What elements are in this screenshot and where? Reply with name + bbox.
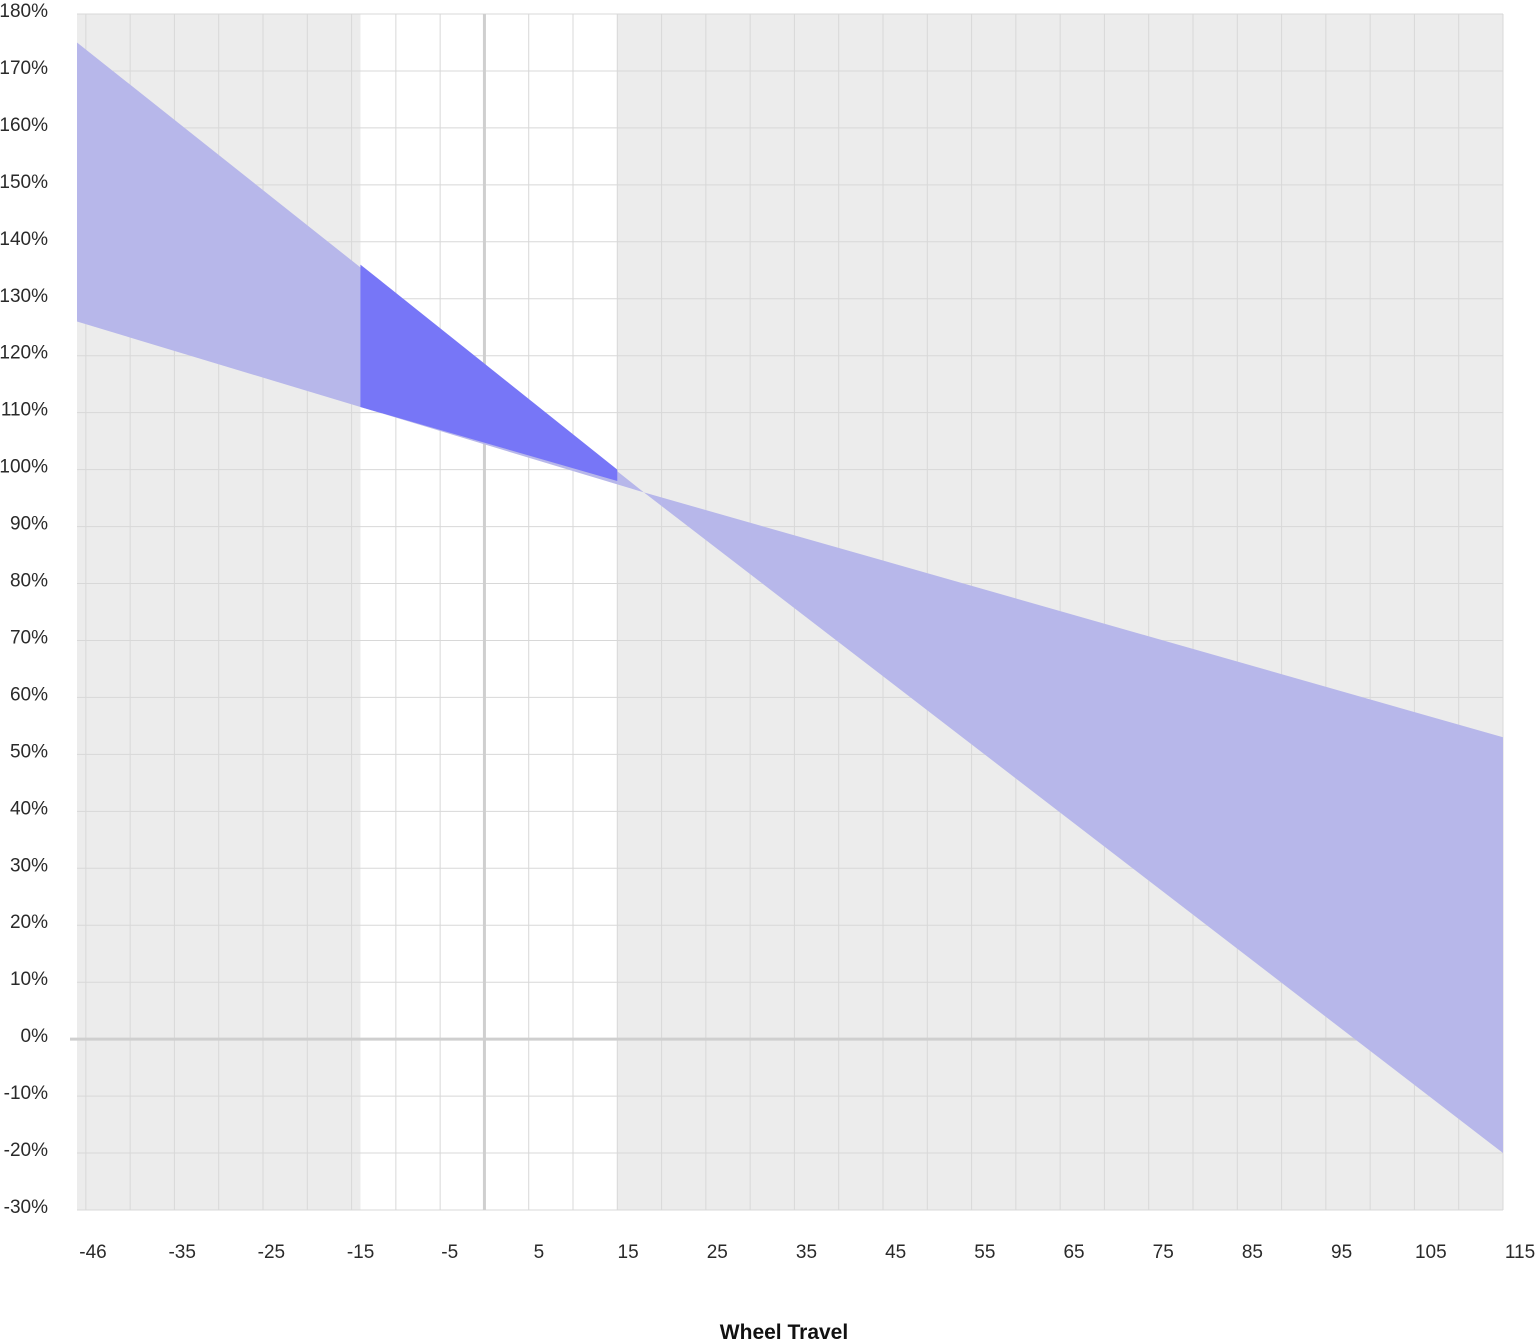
x-axis-label: Wheel Travel (720, 1321, 848, 1341)
x-tick-label: -35 (168, 1242, 195, 1263)
y-tick-label: -10% (4, 1083, 48, 1104)
y-tick-label: 40% (10, 798, 48, 819)
x-tick-label: 115 (1505, 1242, 1535, 1263)
y-tick-label: 50% (10, 741, 48, 762)
y-axis-ticks: 180% 170% 160% 150% 140% 130% 120% 110% 100% 90% 8… (0, 1, 48, 1218)
band-areas (77, 42, 1503, 1154)
x-tick-label: -25 (258, 1242, 285, 1263)
x-tick-label: -5 (441, 1242, 458, 1263)
y-tick-label: 20% (10, 912, 48, 933)
y-tick-label: 160% (0, 115, 48, 136)
y-tick-label: 140% (0, 229, 48, 250)
y-tick-label: -20% (4, 1140, 48, 1161)
y-tick-label: 130% (0, 286, 48, 307)
y-tick-label: 110% (1, 400, 48, 421)
y-tick-label: 100% (0, 457, 48, 478)
y-tick-label: 60% (10, 684, 48, 705)
x-tick-label: 5 (534, 1242, 545, 1263)
y-tick-label: 180% (0, 1, 48, 22)
x-tick-label: 35 (796, 1242, 817, 1263)
y-tick-label: 70% (10, 627, 48, 648)
x-axis-ticks: -46 -35 -25 -15 -5 5 15 25 35 45 55 65 75 85 95 105 115 (79, 1242, 1535, 1263)
x-tick-label: 65 (1063, 1242, 1084, 1263)
x-tick-label: 15 (618, 1242, 639, 1263)
plot-area (77, 14, 1503, 1210)
x-tick-label: 55 (974, 1242, 995, 1263)
plot-background (77, 14, 1503, 1210)
x-tick-label: 25 (707, 1242, 728, 1263)
x-tick-label: -46 (79, 1242, 106, 1263)
y-tick-label: 80% (10, 571, 48, 592)
y-tick-label: -30% (4, 1197, 48, 1218)
zero-lines (70, 14, 1503, 1210)
y-tick-label: 150% (0, 172, 48, 193)
x-tick-label: 75 (1153, 1242, 1174, 1263)
y-tick-label: 30% (10, 855, 48, 876)
y-tick-label: 170% (0, 58, 48, 79)
highlight-range (360, 14, 618, 1210)
y-tick-label: 10% (10, 969, 48, 990)
x-tick-label: 85 (1242, 1242, 1263, 1263)
y-tick-label: 90% (10, 514, 48, 535)
x-tick-label: 45 (885, 1242, 906, 1263)
highlight-band-area (360, 264, 618, 482)
y-tick-label: 0% (21, 1026, 49, 1047)
x-tick-label: 105 (1415, 1242, 1447, 1263)
x-tick-label: -15 (347, 1242, 374, 1263)
x-tick-label: 95 (1331, 1242, 1352, 1263)
band-area (77, 42, 1503, 1154)
y-tick-label: 120% (0, 343, 48, 364)
